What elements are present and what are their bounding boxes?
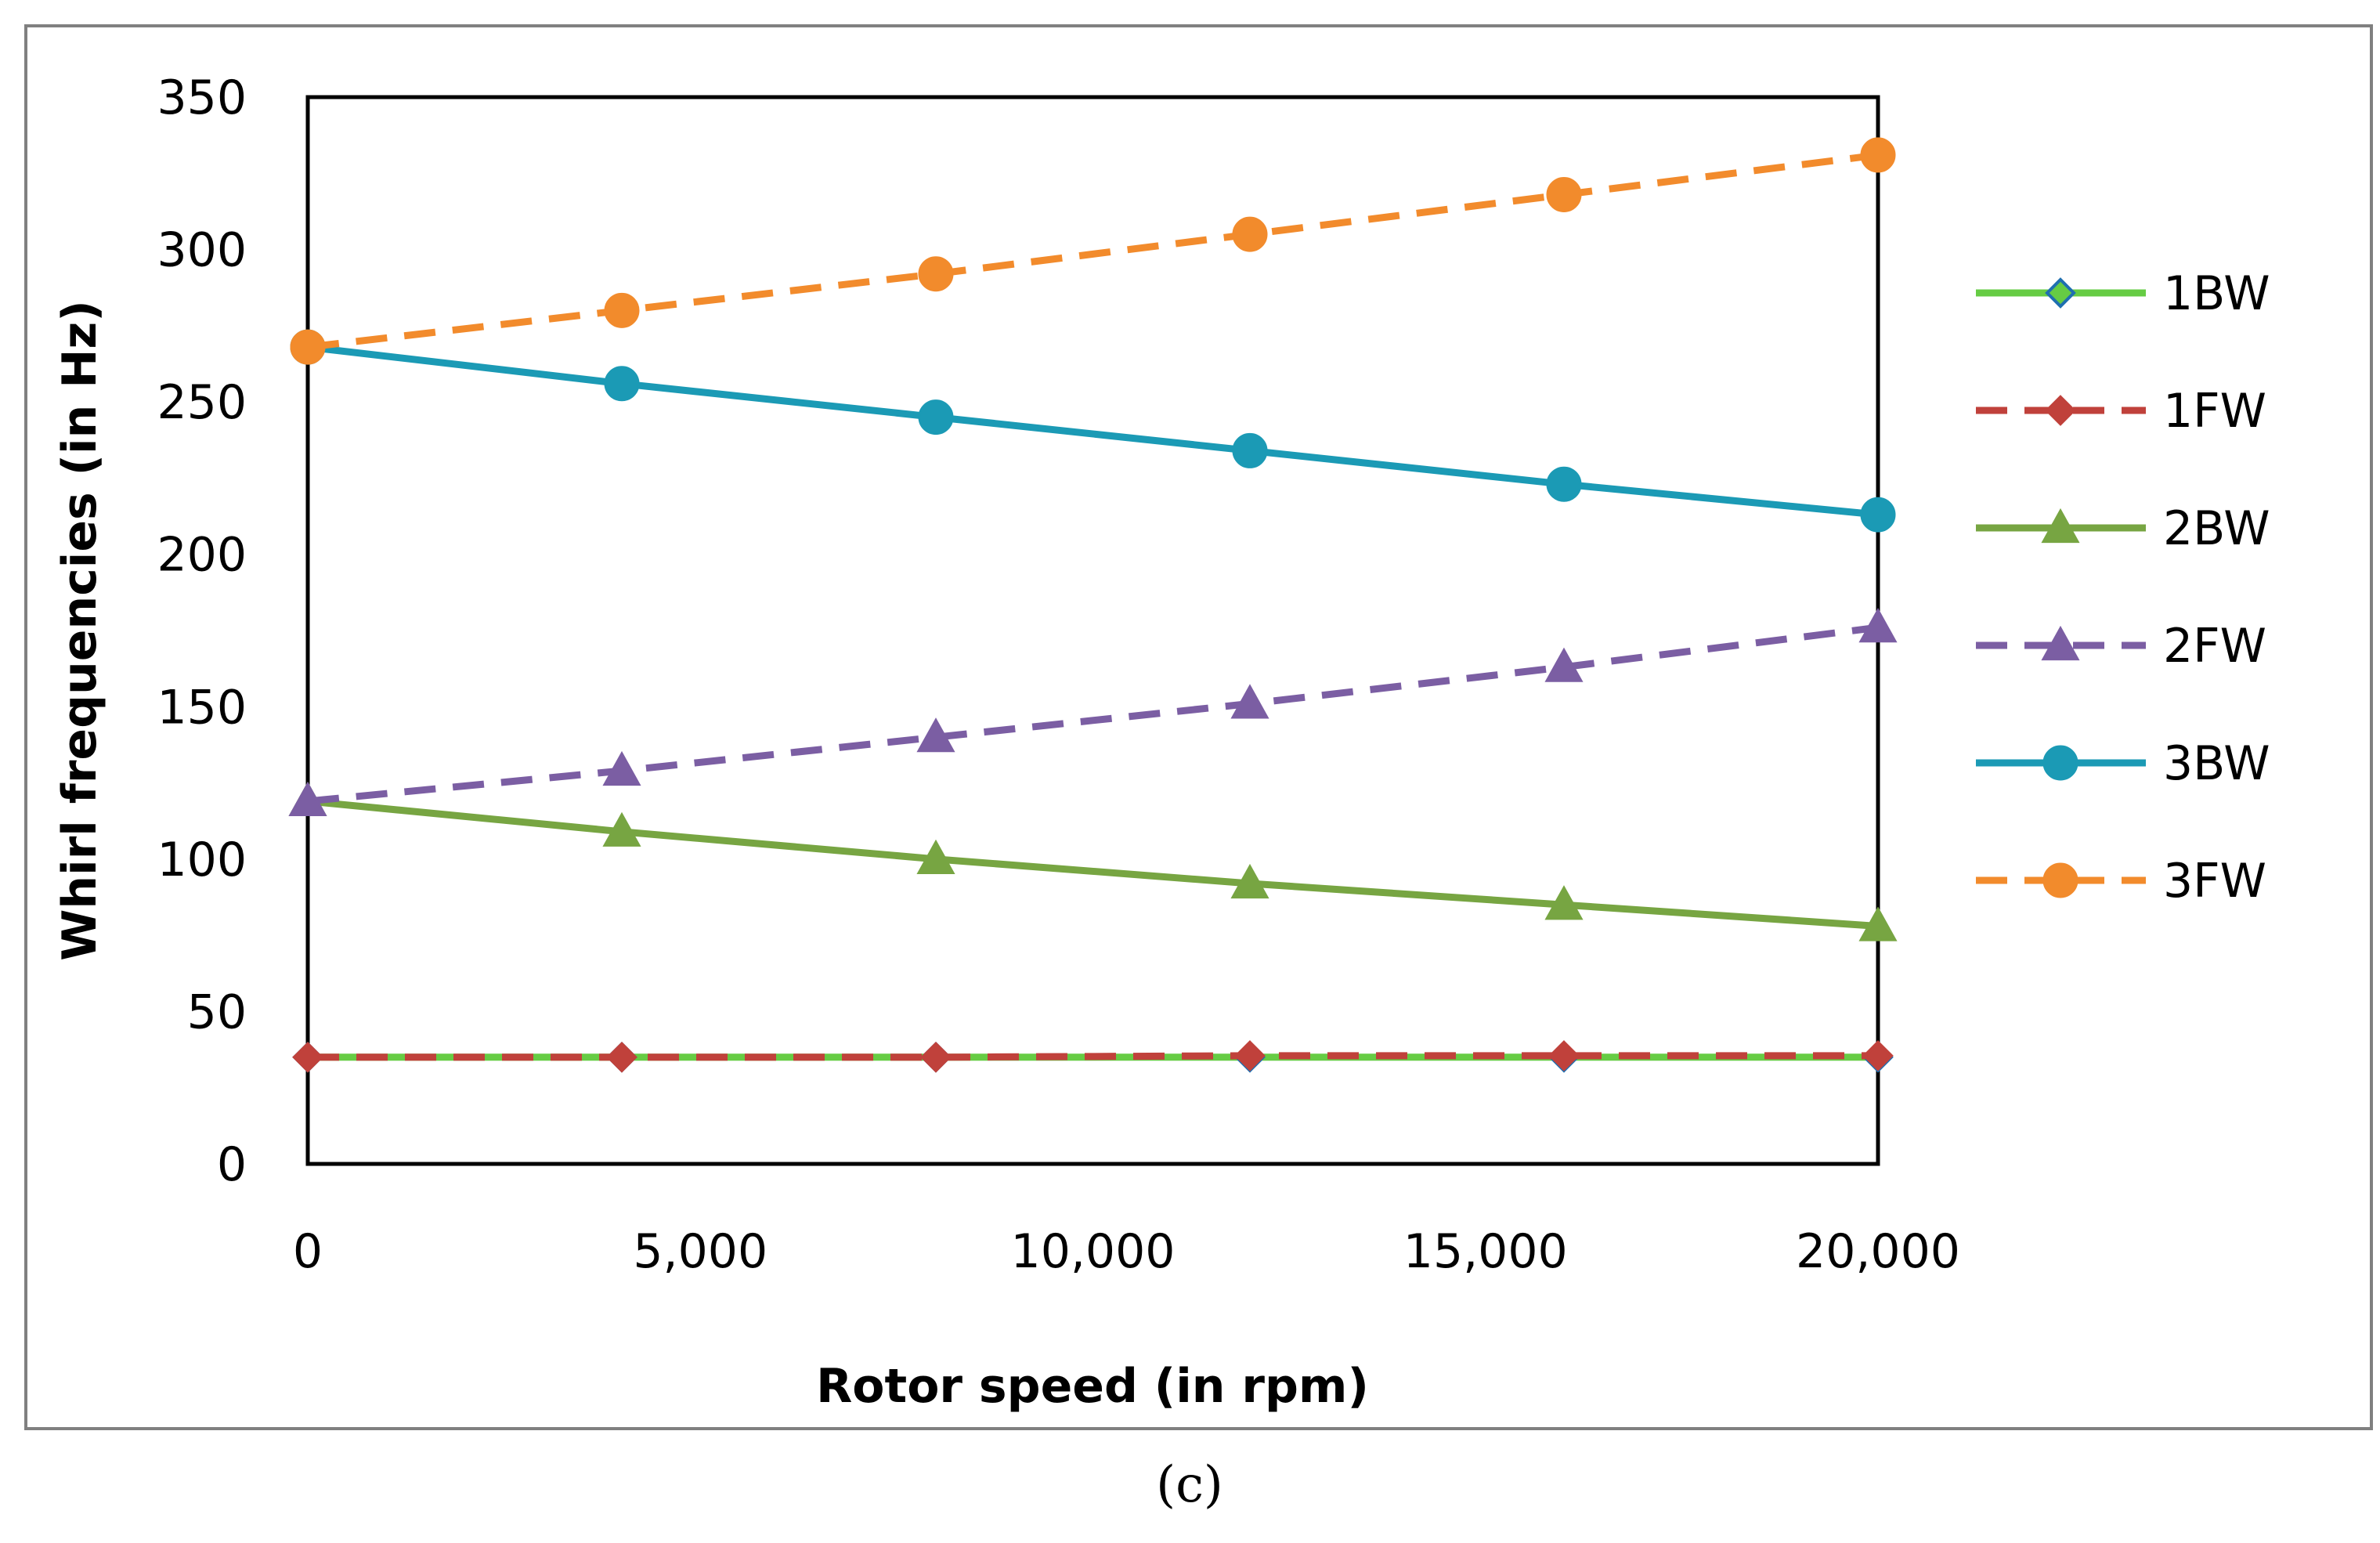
legend-2bw: 2BW <box>1976 501 2270 556</box>
series-2fw-marker <box>1544 647 1584 682</box>
series-1fw-marker <box>1548 1040 1580 1071</box>
y-tick-label: 300 <box>157 223 247 278</box>
y-tick-label: 150 <box>157 680 247 735</box>
series-2fw <box>288 608 1898 817</box>
legend-1bw-marker <box>2045 277 2076 309</box>
x-axis-title: Rotor speed (in rpm) <box>816 1359 1369 1414</box>
legend-1bw-label: 1BW <box>2163 266 2270 321</box>
legend-3bw: 3BW <box>1976 736 2270 791</box>
series-1fw-marker <box>606 1041 637 1073</box>
y-tick-label: 0 <box>217 1137 247 1192</box>
series-3bw-marker <box>918 399 954 435</box>
series-1fw-marker <box>292 1041 323 1073</box>
series-3fw <box>290 137 1896 365</box>
y-tick-label: 350 <box>157 70 247 125</box>
series-2fw-marker <box>602 750 641 786</box>
legend-3bw-marker <box>2042 745 2078 781</box>
legend-3fw-label: 3FW <box>2163 854 2266 909</box>
legend-3fw: 3FW <box>1976 854 2266 909</box>
series-2bw-marker <box>1230 863 1269 899</box>
legend-2bw-marker <box>2041 508 2080 544</box>
x-tick-label: 5,000 <box>633 1224 767 1279</box>
series-3bw-marker <box>1546 466 1582 502</box>
series-2bw-marker <box>602 811 641 847</box>
y-tick-label: 50 <box>187 985 247 1039</box>
y-tick-label: 100 <box>157 833 247 887</box>
series-3fw-line <box>307 151 1879 351</box>
y-axis-title: Whirl frequencies (in Hz) <box>52 300 107 961</box>
x-axis: 0 5,000 10,000 15,000 20,000 <box>293 1224 1960 1279</box>
series-2bw-marker <box>1544 885 1584 920</box>
series-3fw-marker <box>918 256 954 292</box>
series-1fw-marker <box>1234 1040 1266 1071</box>
y-axis: 0 50 100 150 200 250 300 350 <box>157 70 247 1192</box>
series-3bw-marker <box>1232 432 1268 468</box>
series-2fw-marker <box>288 781 327 817</box>
series-3fw-marker <box>1546 177 1582 213</box>
legend-3bw-label: 3BW <box>2163 736 2270 791</box>
series-3fw-marker <box>1232 216 1268 252</box>
y-tick-label: 200 <box>157 528 247 583</box>
series-1fw-marker <box>1862 1040 1894 1071</box>
series-2fw-marker <box>916 717 955 753</box>
series-3fw-marker <box>604 292 640 328</box>
series-3bw-marker <box>604 366 640 402</box>
series-2fw-line <box>307 623 1879 805</box>
x-tick-label: 15,000 <box>1403 1224 1568 1279</box>
x-tick-label: 0 <box>293 1224 323 1279</box>
series-3bw-line <box>307 343 1879 519</box>
x-tick-label: 10,000 <box>1011 1224 1176 1279</box>
series-2bw-line <box>307 797 1879 930</box>
series-2bw-marker <box>916 839 955 874</box>
plot-area <box>305 95 1880 1166</box>
series-3fw-marker <box>290 329 326 365</box>
legend-2fw-label: 2FW <box>2163 619 2266 674</box>
series-layer <box>288 137 1898 1073</box>
legend-1bw: 1BW <box>1976 266 2270 321</box>
figure-caption: (c) <box>1156 1456 1223 1514</box>
legend: 1BW 1FW 2BW 2FW 3BW 3FW <box>1976 266 2270 909</box>
legend-1fw-marker <box>2045 395 2076 426</box>
series-1fw <box>292 1040 1894 1073</box>
series-1fw-marker <box>920 1041 952 1073</box>
legend-2fw: 2FW <box>1976 619 2266 674</box>
series-2fw-marker <box>1858 608 1898 643</box>
legend-1fw: 1FW <box>1976 384 2266 439</box>
series-1fw-line <box>308 1052 1878 1061</box>
y-tick-label: 250 <box>157 375 247 430</box>
legend-1fw-label: 1FW <box>2163 384 2266 439</box>
series-2fw-marker <box>1230 684 1269 719</box>
series-2bw-marker <box>1858 906 1898 941</box>
series-3fw-marker <box>1860 137 1896 173</box>
series-3bw-marker <box>1860 497 1896 533</box>
legend-3fw-marker <box>2042 862 2078 898</box>
legend-2fw-marker <box>2041 625 2080 661</box>
legend-2bw-label: 2BW <box>2163 501 2270 556</box>
x-tick-label: 20,000 <box>1796 1224 1960 1279</box>
